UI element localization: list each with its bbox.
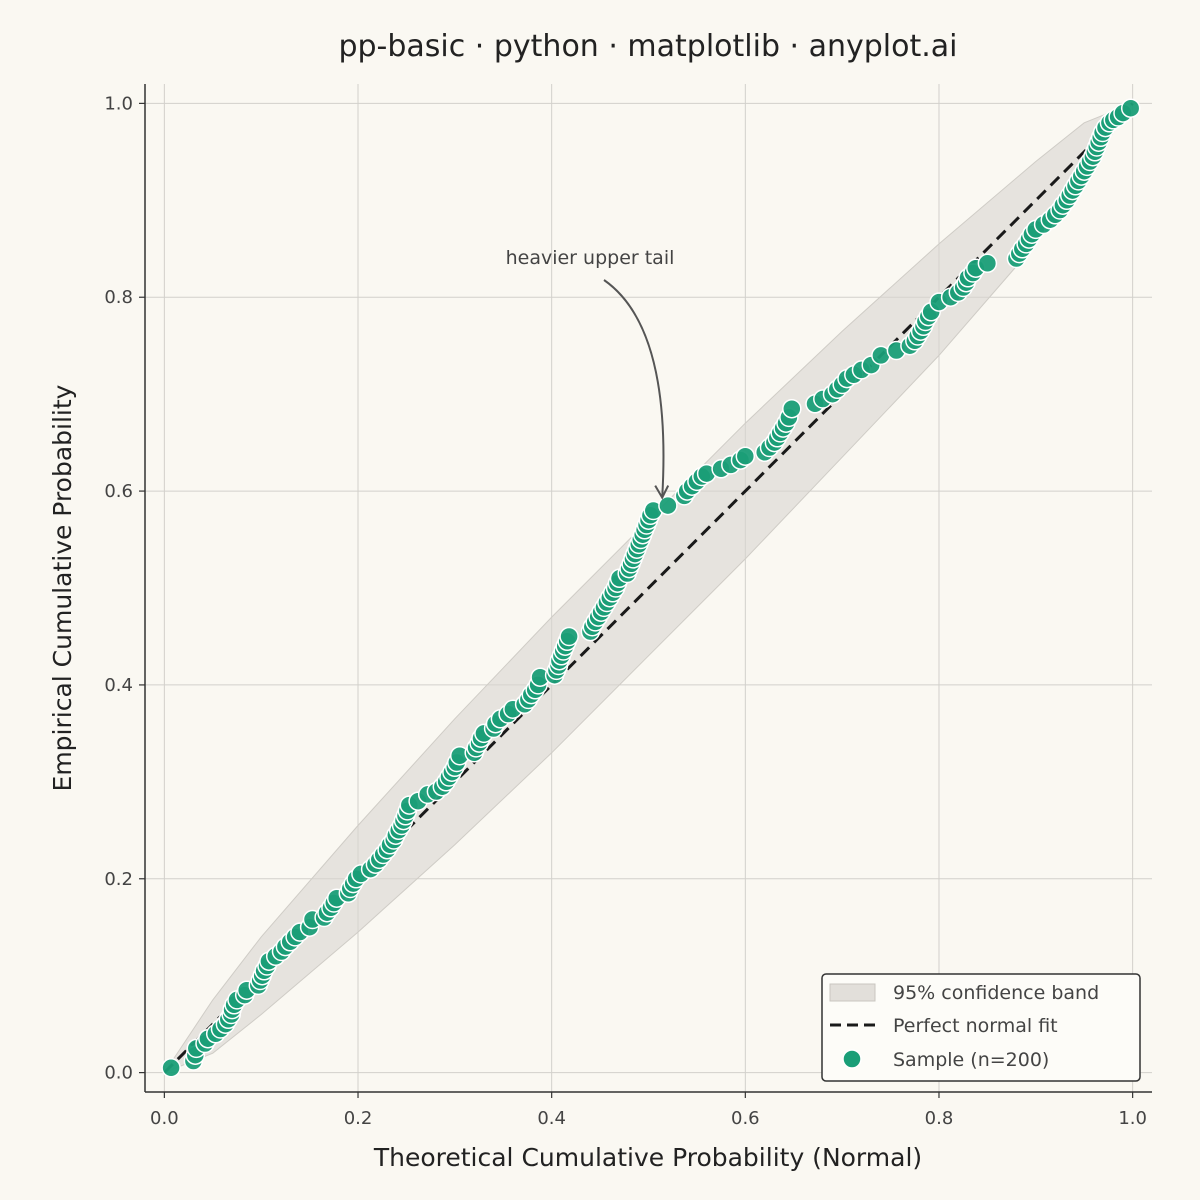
legend-band-label: 95% confidence band	[893, 982, 1099, 1004]
x-tick-label-1: 0.2	[344, 1108, 373, 1129]
x-tick-label-4: 0.8	[925, 1108, 954, 1129]
data-point-195	[1120, 98, 1141, 118]
y-tick-label-3: 0.6	[104, 481, 133, 502]
x-tick-label-5: 1.0	[1118, 1108, 1147, 1129]
sample-points	[161, 98, 1141, 1078]
legend: 95% confidence band Perfect normal fit S…	[821, 973, 1141, 1082]
x-tick-label-0: 0.0	[150, 1108, 179, 1129]
legend-marker-label: Sample (n=200)	[893, 1049, 1049, 1071]
data-point-0	[161, 1058, 181, 1078]
tick-labels: 0.0 0.2 0.4 0.6 0.8 1.0 0.0 0.2 0.4 0.6 0.8 1.0	[104, 93, 1147, 1129]
y-axis-label: Empirical Cumulative Probability	[48, 384, 77, 791]
data-point-88	[559, 626, 579, 647]
data-point-125	[735, 446, 756, 466]
y-tick-label-1: 0.2	[104, 869, 133, 890]
data-point-134	[782, 398, 802, 419]
axes	[139, 84, 1152, 1098]
data-point-115	[658, 495, 678, 516]
annotation: heavier upper tail	[506, 247, 675, 500]
chart-title: pp-basic · python · matplotlib · anyplot…	[338, 29, 957, 64]
legend-band-swatch	[829, 983, 876, 1002]
data-point-162	[977, 253, 998, 274]
x-tick-label-3: 0.6	[731, 1108, 760, 1129]
annotation-arrowhead	[654, 485, 670, 500]
x-tick-label-2: 0.4	[537, 1108, 566, 1129]
legend-line-label: Perfect normal fit	[893, 1015, 1058, 1037]
y-tick-label-5: 1.0	[104, 93, 133, 114]
y-tick-label-2: 0.4	[104, 675, 133, 696]
legend-frame	[821, 973, 1141, 1082]
annotation-arrow	[603, 279, 665, 498]
annotation-text: heavier upper tail	[506, 247, 675, 269]
y-tick-label-4: 0.8	[104, 287, 133, 308]
legend-marker-swatch	[842, 1049, 862, 1069]
x-axis-label: Theoretical Cumulative Probability (Norm…	[373, 1143, 922, 1172]
y-tick-label-0: 0.0	[104, 1063, 133, 1084]
